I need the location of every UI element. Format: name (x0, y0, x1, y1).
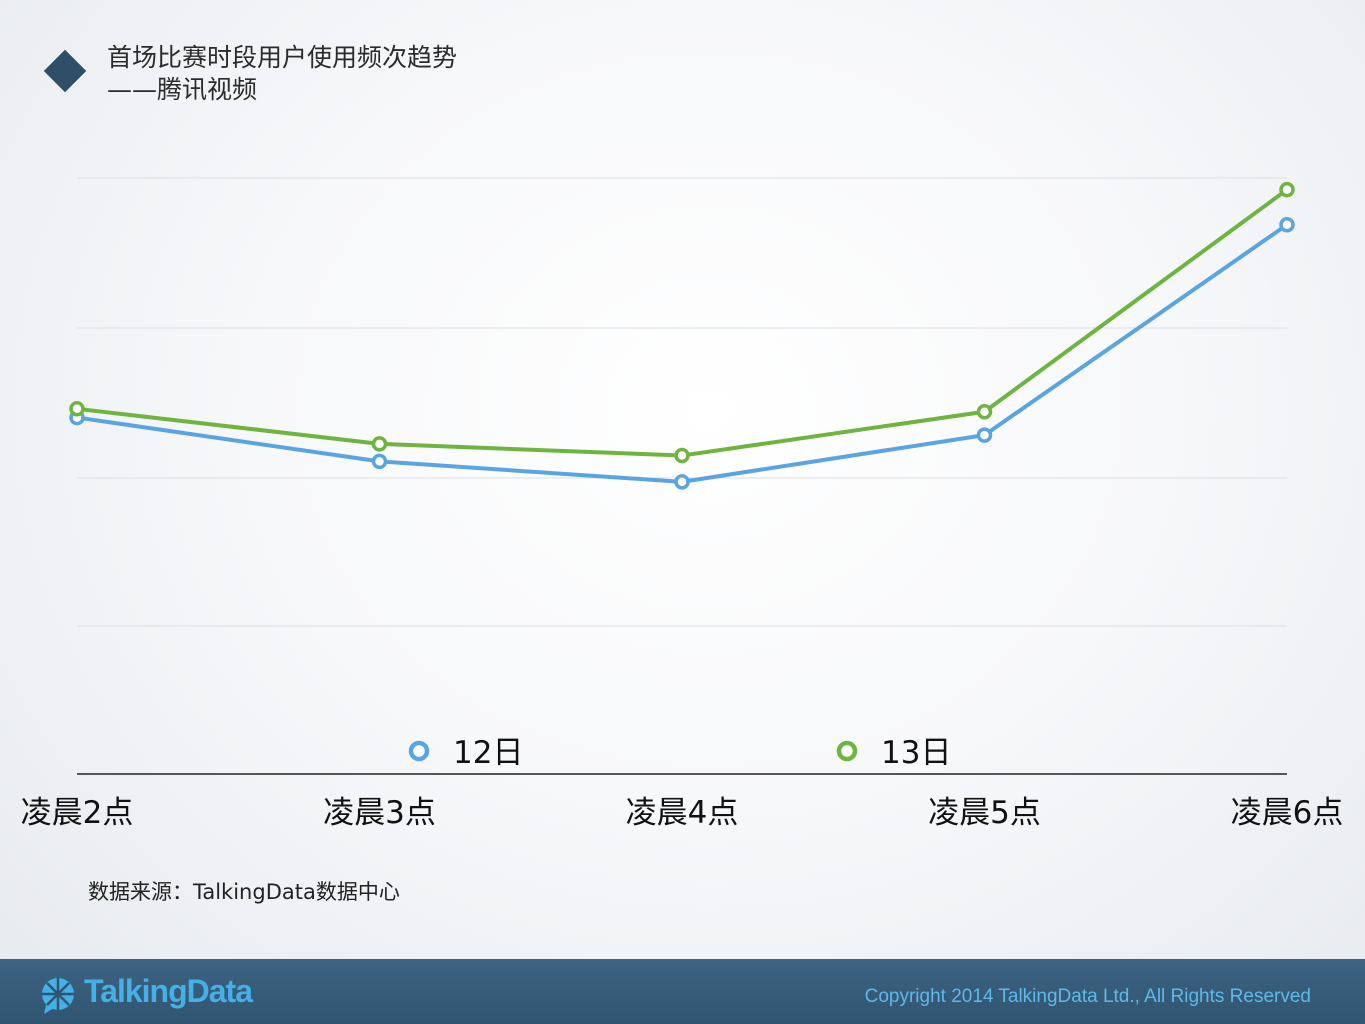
series-1-point-3 (674, 474, 690, 490)
series-line-1 (76, 223, 1289, 484)
chat-bubble-logo-icon (42, 978, 74, 1014)
grid-lines (77, 177, 1287, 627)
legend-label-1: 12日 (453, 735, 523, 771)
x-axis-ticks: 凌晨2点 凌晨3点 凌晨4点 凌晨5点 凌晨6点 (21, 795, 1344, 831)
x-tick-label-4: 凌晨5点 (928, 795, 1041, 831)
series-2-point-3 (674, 447, 690, 464)
page-title: 首场比赛时段用户使用频次趋势 (107, 43, 458, 72)
legend-label-2: 13日 (881, 735, 951, 771)
series-1-point-2 (371, 453, 388, 470)
legend-marker-1 (408, 740, 430, 762)
series-2-point-5 (1279, 181, 1295, 198)
series-2-point-1 (69, 401, 85, 417)
series-2-point-2 (371, 436, 388, 452)
footer-bar: TalkingData Copyright 2014 TalkingData L… (0, 959, 1365, 1024)
page-subtitle: ——腾讯视频 (107, 75, 258, 104)
series-1-point-4 (976, 427, 993, 443)
brand-name: TalkingData (84, 973, 253, 1009)
x-tick-label-2: 凌晨3点 (323, 795, 436, 831)
legend: 12日 13日 (408, 735, 951, 771)
series-layer (69, 181, 1295, 490)
data-source-note: 数据来源：TalkingData数据中心 (88, 880, 400, 904)
series-line-2 (76, 188, 1289, 458)
x-tick-label-5: 凌晨6点 (1231, 795, 1344, 831)
line-chart: 12日 13日 凌晨2点 凌晨3点 凌晨4点 凌晨5点 凌晨6点 (21, 177, 1344, 831)
x-tick-label-1: 凌晨2点 (21, 795, 134, 831)
x-tick-label-3: 凌晨4点 (626, 795, 739, 831)
copyright-text: Copyright 2014 TalkingData Ltd., All Rig… (864, 986, 1311, 1007)
series-2-point-4 (976, 403, 993, 420)
series-1-point-5 (1279, 216, 1295, 233)
legend-marker-2 (836, 740, 858, 762)
